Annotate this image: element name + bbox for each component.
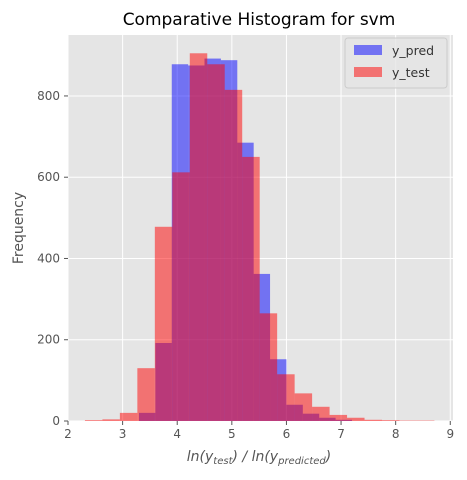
y-test-bar xyxy=(347,417,365,421)
x-label-part-1: ln(y xyxy=(187,449,214,465)
y-test-bar xyxy=(207,64,225,422)
y-test-bar xyxy=(329,414,348,421)
y-test-bar xyxy=(172,172,190,421)
legend-swatch-y-test xyxy=(354,67,382,77)
y-test-bar xyxy=(294,393,313,421)
y-axis-label: Frequency xyxy=(11,192,27,264)
x-label-part-3: ) xyxy=(325,449,331,465)
y-tick-label: 600 xyxy=(37,170,60,184)
y-tick-label: 0 xyxy=(52,414,60,428)
x-tick-label: 6 xyxy=(283,427,291,441)
y-test-bar xyxy=(84,420,103,421)
x-tick-label: 2 xyxy=(64,427,72,441)
x-axis-ticks: 2 3 4 5 6 7 8 9 xyxy=(64,421,454,441)
y-test-bar xyxy=(137,368,155,421)
y-test-bar xyxy=(277,374,295,421)
legend-label-y-pred: y_pred xyxy=(392,43,434,58)
y-test-bar xyxy=(154,226,173,421)
x-label-part-2: ) / ln(y xyxy=(232,449,279,465)
x-label-sub-test: test xyxy=(213,456,233,467)
y-test-bar xyxy=(259,313,278,421)
x-label-sub-predicted: predicted xyxy=(277,456,326,467)
y-tick-label: 400 xyxy=(37,251,60,265)
y-test-bars xyxy=(84,53,435,422)
y-axis-ticks: 0 200 400 600 800 xyxy=(37,89,68,428)
y-test-bar xyxy=(382,420,400,421)
legend-label-y-test: y_test xyxy=(392,65,430,80)
y-test-bar xyxy=(312,406,330,421)
x-tick-label: 7 xyxy=(337,427,345,441)
y-test-bar xyxy=(119,412,138,421)
y-tick-label: 800 xyxy=(37,89,60,103)
x-axis-label: ln(ytest) / ln(ypredicted) xyxy=(187,449,331,467)
y-test-bar xyxy=(242,156,260,422)
legend: y_pred y_test xyxy=(344,37,448,89)
chart-title: Comparative Histogram for svm xyxy=(123,10,396,30)
legend-swatch-y-pred xyxy=(354,45,382,55)
y-tick-label: 200 xyxy=(37,333,60,347)
y-test-bar xyxy=(189,53,208,421)
x-tick-label: 5 xyxy=(228,427,236,441)
x-tick-label: 8 xyxy=(392,427,400,441)
y-test-bar xyxy=(224,89,243,421)
x-tick-label: 9 xyxy=(446,427,454,441)
x-tick-label: 4 xyxy=(173,427,181,441)
x-tick-label: 3 xyxy=(119,427,127,441)
y-test-bar xyxy=(102,419,120,421)
y-test-bar xyxy=(364,419,383,421)
